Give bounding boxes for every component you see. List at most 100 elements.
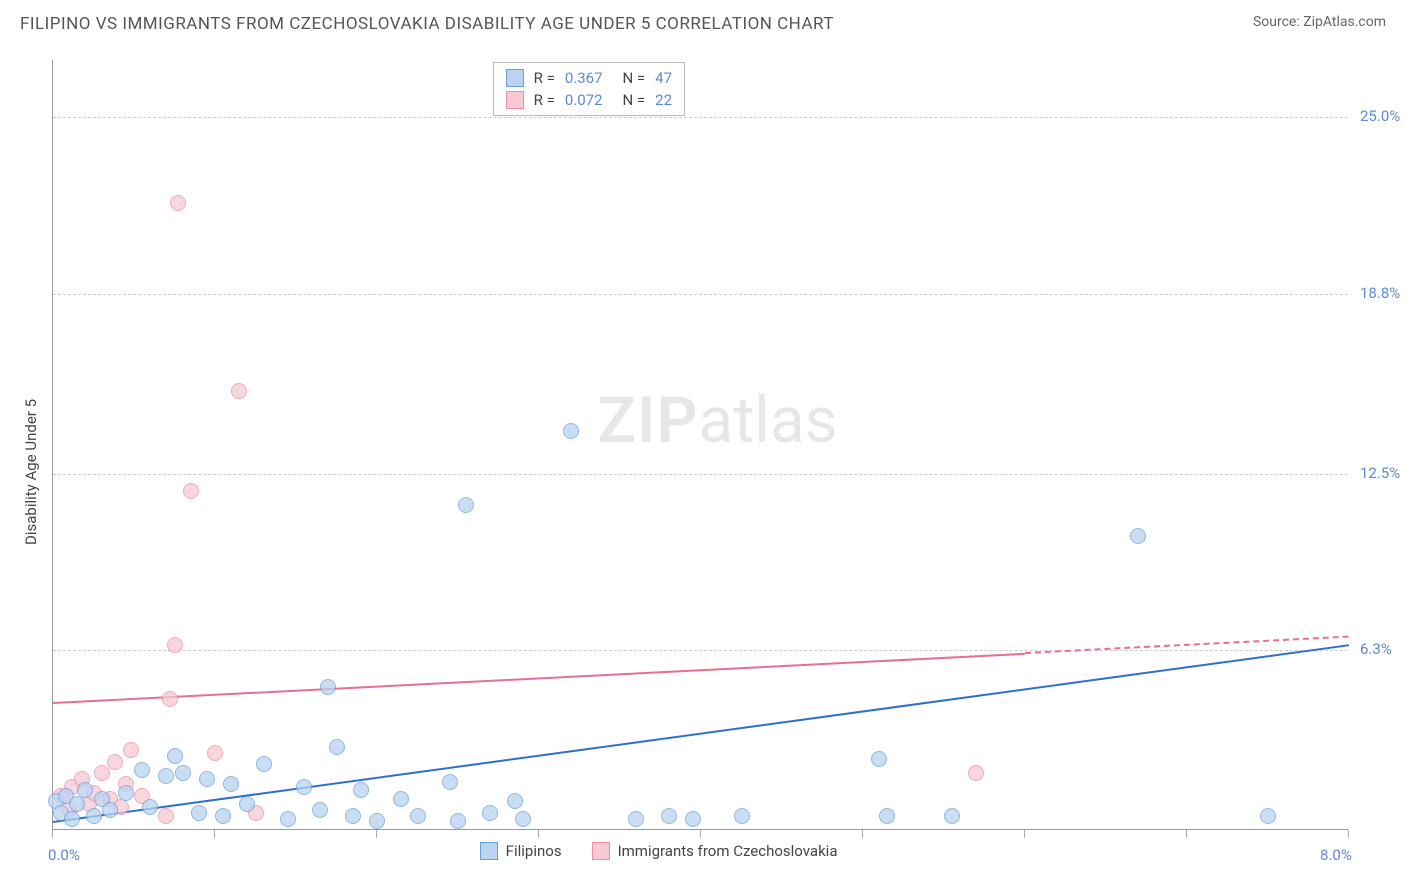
correlation-stats-box: R = 0.367 N = 47 R = 0.072 N = 22 bbox=[493, 62, 685, 116]
x-tick-mark bbox=[862, 830, 863, 838]
data-point-filipinos bbox=[69, 796, 85, 812]
swatch-czech bbox=[506, 91, 524, 109]
data-point-filipinos bbox=[515, 811, 531, 827]
legend: Filipinos Immigrants from Czechoslovakia bbox=[480, 842, 838, 860]
data-point-filipinos bbox=[142, 799, 158, 815]
stats-row-czech: R = 0.072 N = 22 bbox=[494, 89, 684, 111]
data-point-filipinos bbox=[369, 813, 385, 829]
data-point-czech bbox=[94, 765, 110, 781]
data-point-filipinos bbox=[879, 808, 895, 824]
data-point-czech bbox=[167, 637, 183, 653]
data-point-filipinos bbox=[191, 805, 207, 821]
stats-n-czech: 22 bbox=[655, 91, 672, 109]
data-point-filipinos bbox=[320, 679, 336, 695]
x-tick-label: 0.0% bbox=[48, 846, 80, 864]
data-point-filipinos bbox=[628, 811, 644, 827]
data-point-filipinos bbox=[353, 782, 369, 798]
gridline bbox=[53, 650, 1348, 651]
legend-item-filipinos: Filipinos bbox=[480, 842, 562, 860]
stats-n-filipinos: 47 bbox=[655, 69, 672, 87]
data-point-czech bbox=[158, 808, 174, 824]
stats-r-label: R = bbox=[534, 69, 555, 87]
data-point-filipinos bbox=[102, 802, 118, 818]
data-point-filipinos bbox=[1130, 528, 1146, 544]
data-point-czech bbox=[207, 745, 223, 761]
stats-r-filipinos: 0.367 bbox=[565, 69, 603, 87]
plot-area: ZIPatlas bbox=[52, 60, 1348, 830]
x-tick-mark bbox=[1348, 830, 1349, 838]
x-tick-mark bbox=[1024, 830, 1025, 838]
x-tick-mark bbox=[376, 830, 377, 838]
stats-r-label: R = bbox=[534, 91, 555, 109]
data-point-filipinos bbox=[64, 811, 80, 827]
data-point-czech bbox=[170, 195, 186, 211]
watermark: ZIPatlas bbox=[597, 383, 837, 458]
x-tick-mark bbox=[214, 830, 215, 838]
data-point-filipinos bbox=[458, 497, 474, 513]
swatch-filipinos bbox=[480, 842, 498, 860]
chart-header: FILIPINO VS IMMIGRANTS FROM CZECHOSLOVAK… bbox=[0, 0, 1406, 44]
data-point-filipinos bbox=[86, 808, 102, 824]
data-point-filipinos bbox=[134, 762, 150, 778]
chart-title: FILIPINO VS IMMIGRANTS FROM CZECHOSLOVAK… bbox=[20, 14, 834, 34]
data-point-filipinos bbox=[410, 808, 426, 824]
data-point-filipinos bbox=[734, 808, 750, 824]
data-point-filipinos bbox=[77, 782, 93, 798]
data-point-filipinos bbox=[329, 739, 345, 755]
gridline bbox=[53, 117, 1348, 118]
source-label: Source: bbox=[1253, 14, 1300, 30]
data-point-filipinos bbox=[345, 808, 361, 824]
data-point-filipinos bbox=[312, 802, 328, 818]
chart-area: Disability Age Under 5 ZIPatlas R = 0.36… bbox=[0, 48, 1406, 892]
data-point-filipinos bbox=[685, 811, 701, 827]
watermark-rest: atlas bbox=[699, 383, 838, 458]
stats-n-label: N = bbox=[623, 69, 646, 87]
data-point-czech bbox=[107, 754, 123, 770]
data-point-filipinos bbox=[158, 768, 174, 784]
data-point-czech bbox=[183, 483, 199, 499]
stats-row-filipinos: R = 0.367 N = 47 bbox=[494, 67, 684, 89]
x-tick-mark bbox=[538, 830, 539, 838]
source-link[interactable]: ZipAtlas.com bbox=[1303, 14, 1386, 30]
legend-item-czech: Immigrants from Czechoslovakia bbox=[592, 842, 838, 860]
y-axis-title: Disability Age Under 5 bbox=[22, 399, 40, 545]
data-point-filipinos bbox=[442, 774, 458, 790]
source-attribution: Source: ZipAtlas.com bbox=[1253, 14, 1386, 30]
data-point-filipinos bbox=[944, 808, 960, 824]
data-point-filipinos bbox=[199, 771, 215, 787]
y-tick-label: 12.5% bbox=[1360, 464, 1400, 482]
data-point-filipinos bbox=[482, 805, 498, 821]
data-point-filipinos bbox=[175, 765, 191, 781]
data-point-filipinos bbox=[118, 785, 134, 801]
x-tick-mark bbox=[700, 830, 701, 838]
y-tick-label: 18.8% bbox=[1360, 284, 1400, 302]
data-point-czech bbox=[162, 691, 178, 707]
x-tick-mark bbox=[52, 830, 53, 838]
data-point-filipinos bbox=[507, 793, 523, 809]
data-point-filipinos bbox=[239, 796, 255, 812]
data-point-filipinos bbox=[223, 776, 239, 792]
watermark-zip: ZIP bbox=[597, 383, 698, 458]
data-point-filipinos bbox=[661, 808, 677, 824]
gridline bbox=[53, 294, 1348, 295]
y-tick-label: 6.3% bbox=[1360, 640, 1392, 658]
data-point-filipinos bbox=[563, 423, 579, 439]
data-point-filipinos bbox=[280, 811, 296, 827]
data-point-filipinos bbox=[393, 791, 409, 807]
swatch-filipinos bbox=[506, 69, 524, 87]
data-point-czech bbox=[123, 742, 139, 758]
data-point-filipinos bbox=[167, 748, 183, 764]
data-point-filipinos bbox=[256, 756, 272, 772]
trend-line bbox=[53, 652, 1025, 703]
gridline bbox=[53, 474, 1348, 475]
data-point-filipinos bbox=[871, 751, 887, 767]
data-point-filipinos bbox=[296, 779, 312, 795]
legend-label-czech: Immigrants from Czechoslovakia bbox=[618, 842, 838, 860]
data-point-czech bbox=[968, 765, 984, 781]
stats-n-label: N = bbox=[623, 91, 646, 109]
y-tick-label: 25.0% bbox=[1360, 107, 1400, 125]
swatch-czech bbox=[592, 842, 610, 860]
data-point-filipinos bbox=[215, 808, 231, 824]
data-point-filipinos bbox=[450, 813, 466, 829]
data-point-filipinos bbox=[1260, 808, 1276, 824]
